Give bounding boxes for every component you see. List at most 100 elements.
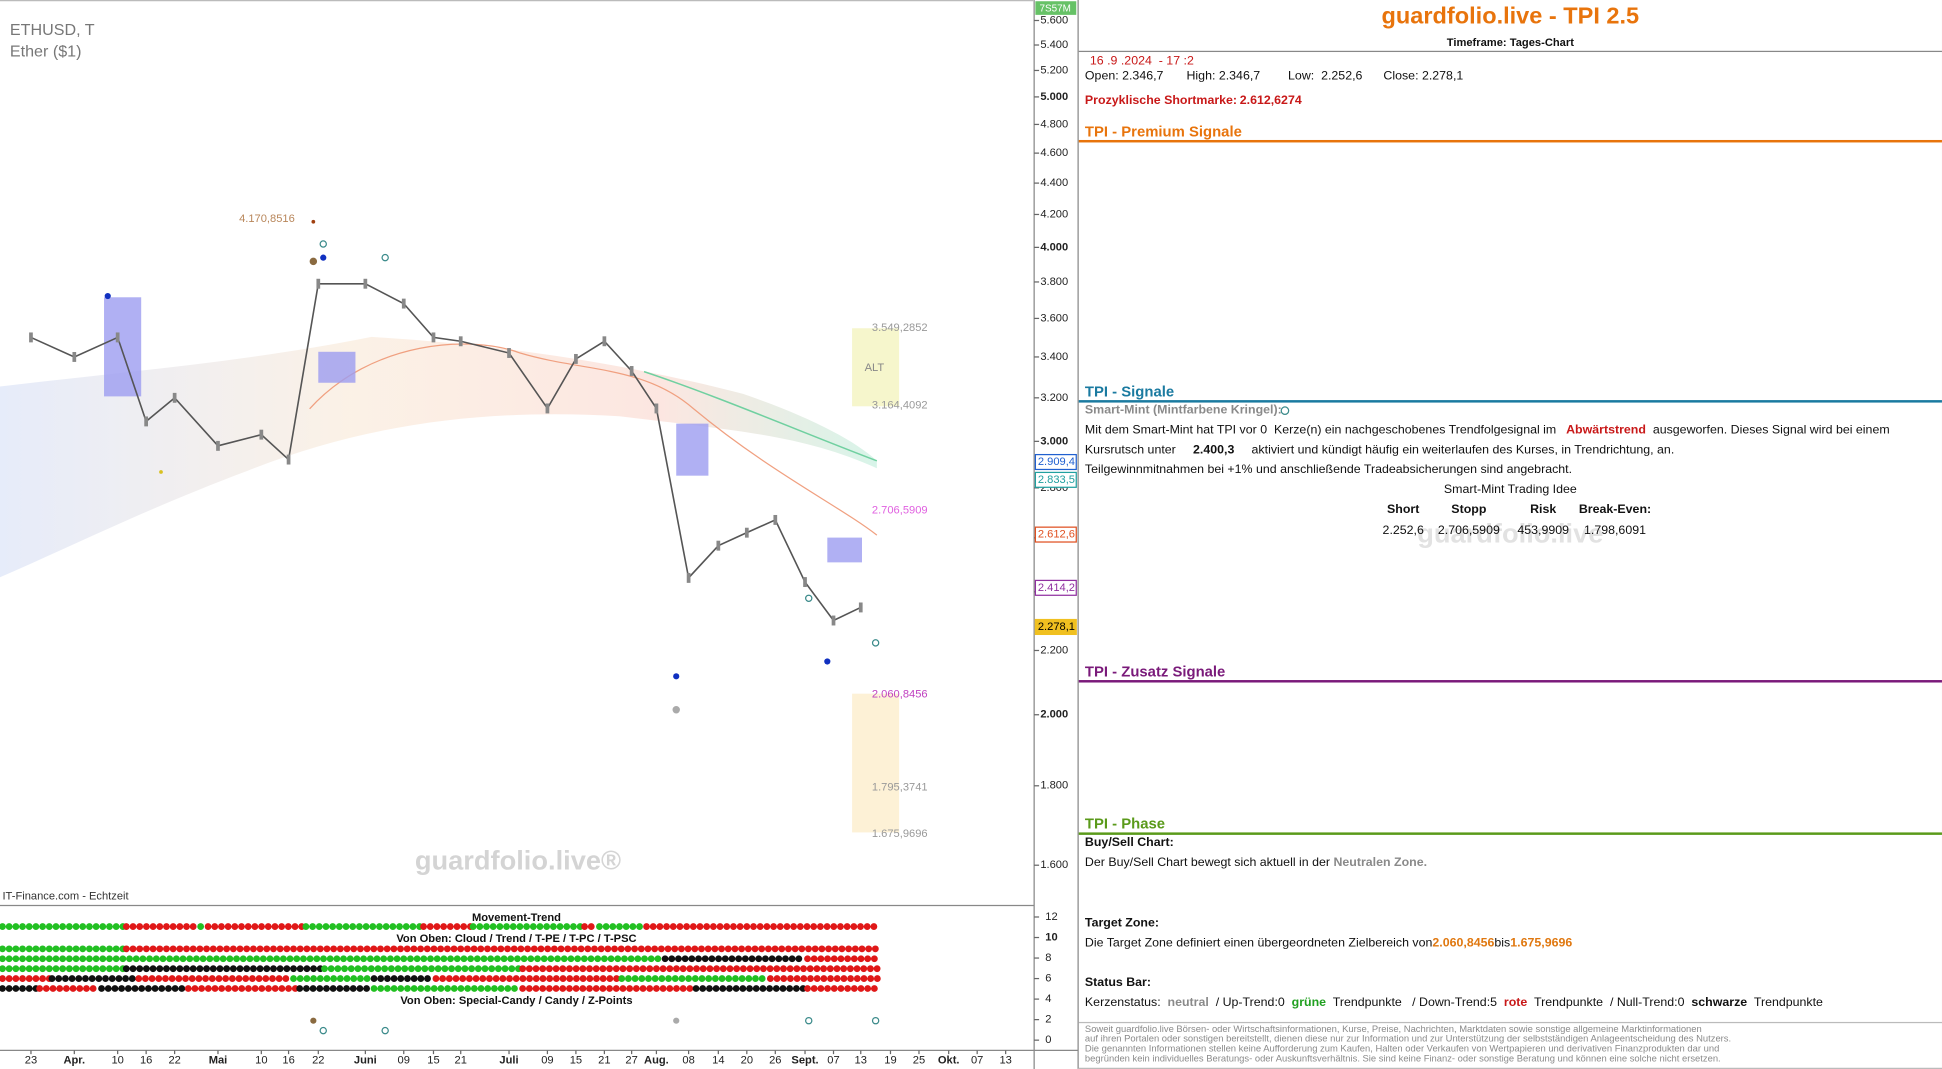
price-tag-box [1034, 471, 1077, 488]
y-tick-label: 5.200 [1040, 64, 1068, 76]
x-tick-label: Aug. [644, 1054, 669, 1066]
x-tick-label: 14 [712, 1054, 724, 1066]
marker [320, 254, 327, 261]
text-run: Der Buy/Sell Chart bewegt sich aktuell i… [1084, 855, 1334, 870]
price-point [629, 366, 634, 376]
price-point [773, 514, 778, 525]
idea-value: 2.252,6 [1382, 523, 1424, 538]
x-tick-label: 09 [398, 1054, 410, 1066]
x-tick-label: 23 [25, 1054, 37, 1066]
text-run: Abwärtstrend [1563, 423, 1646, 438]
idea-value: 2.706,5909 [1437, 523, 1500, 538]
signal-text: Mit dem Smart-Mint hat TPI vor 0 Kerze(n… [1085, 424, 1890, 439]
indicator-y-tick-label: 12 [1045, 911, 1057, 923]
indicator-marker [381, 1026, 389, 1035]
separator [1078, 680, 1942, 683]
x-tick-label: Sept. [791, 1054, 818, 1066]
disclaimer: begründen kein individuelles Beratungs- … [1084, 1052, 1721, 1065]
corner-tag-box [1035, 1, 1077, 15]
x-tick-label: Okt. [938, 1054, 960, 1066]
level-label: 2.060,8456 [872, 688, 928, 700]
disclaimer: Die genannten Informationen stellen kein… [1084, 1042, 1720, 1055]
text-run: 2.060,8456 [1432, 936, 1495, 951]
text-run: Mit dem Smart-Mint hat TPI vor 0 Kerze(n… [1084, 423, 1564, 438]
phase-text: Der Buy/Sell Chart bewegt sich aktuell i… [1085, 856, 1427, 871]
separator [1078, 139, 1942, 143]
level-label: 2.706,5909 [872, 505, 928, 517]
price-point [507, 348, 511, 358]
idea-header: Risk [1530, 502, 1557, 517]
x-tick-label: Apr. [63, 1054, 85, 1066]
indicator-y-tick-label: 10 [1045, 931, 1057, 943]
chart: ETHUSD, T Ether ($1) IT-Finance.com - Ec… [0, 0, 1078, 1069]
indicator-marker [673, 1017, 680, 1024]
y-tick-label: 2.000 [1040, 709, 1068, 721]
indicator-y-tick-label: 8 [1045, 952, 1051, 964]
price-point [803, 577, 807, 588]
y-tick-label: 5.600 [1040, 14, 1068, 26]
marker [104, 292, 111, 300]
text-run: rote [1503, 995, 1528, 1010]
text-run: bis [1494, 936, 1511, 951]
section-title: TPI - Phase [1084, 815, 1166, 833]
signal-box [318, 351, 356, 383]
price-tag: 2.414,2 [1038, 582, 1075, 594]
text-run: Trendpunkte / Null-Trend:0 [1527, 995, 1692, 1010]
signal-heading: Smart-Mint (Mintfarbene Kringel): [1084, 403, 1282, 418]
price-point [858, 602, 863, 613]
x-tick-label: 22 [312, 1054, 324, 1066]
x-tick-label: 21 [598, 1054, 610, 1066]
price-point [363, 278, 368, 289]
x-tick-label: 10 [255, 1054, 267, 1066]
x-tick-label: 09 [541, 1054, 553, 1066]
ohlc: Low: 2.252,6 [1288, 69, 1363, 83]
disclaimer: auf ihren Portalen oder sonstigen bereit… [1084, 1033, 1732, 1045]
separator [1078, 400, 1942, 403]
zone-label: ALT [865, 362, 885, 374]
price-point [29, 332, 33, 343]
marker [159, 470, 163, 474]
y-tick-label: 2.200 [1040, 644, 1068, 656]
y-tick-label: 1.600 [1040, 859, 1068, 871]
text-run: Neutralen Zone. [1333, 855, 1428, 870]
ohlc: High: 2.346,7 [1186, 69, 1261, 83]
ohlc: Open: 2.346,7 [1084, 69, 1164, 83]
price-point [401, 298, 406, 309]
price-point [716, 540, 721, 551]
y-tick-label: 1.800 [1040, 780, 1068, 792]
x-tick-label: Mai [209, 1054, 228, 1066]
symbol: ETHUSD, T [10, 21, 95, 39]
price-tag-box [1034, 526, 1077, 543]
ma-line [643, 370, 878, 462]
price-point [574, 353, 578, 364]
section-title: TPI - Zusatz Signale [1084, 662, 1226, 681]
price-point [115, 332, 120, 343]
signal-box [827, 537, 862, 563]
indicator-y-tick-label: 2 [1045, 1014, 1051, 1026]
ma-line [309, 343, 878, 536]
text-run: Trendpunkte / Down-Trend:5 [1326, 995, 1504, 1010]
y-tick-label: 4.000 [1040, 241, 1068, 253]
smart-mint-ring [871, 639, 880, 647]
section-title: TPI - Signale [1084, 382, 1175, 401]
signal-text: Teilgewinnmitnahmen bei +1% und anschlie… [1085, 463, 1572, 478]
shortmark-label: Prozyklische Shortmarke: [1084, 94, 1238, 108]
phase-text: Kerzenstatus: neutral / Up-Trend:0 grüne… [1085, 996, 1823, 1011]
level-label: 1.675,9696 [872, 828, 928, 840]
watermark: guardfolio.live® [415, 844, 621, 875]
price-tag-box [1034, 579, 1077, 596]
price-point [744, 527, 749, 538]
y-tick-label: 4.600 [1040, 147, 1068, 159]
price-point [216, 440, 220, 451]
indicator-marker [805, 1016, 813, 1025]
price-point [654, 403, 659, 414]
indicator-y-tick-label: 0 [1045, 1034, 1051, 1046]
x-tick-label: 15 [427, 1054, 439, 1066]
symbol-name: Ether ($1) [10, 42, 82, 60]
smart-mint-ring [1280, 406, 1290, 415]
price-tag: 2.833,5 [1038, 474, 1075, 486]
price-point [431, 332, 436, 343]
idea-header: Break-Even: [1578, 502, 1652, 517]
x-tick-label: 25 [913, 1054, 925, 1066]
idea-header: Short [1387, 502, 1420, 517]
